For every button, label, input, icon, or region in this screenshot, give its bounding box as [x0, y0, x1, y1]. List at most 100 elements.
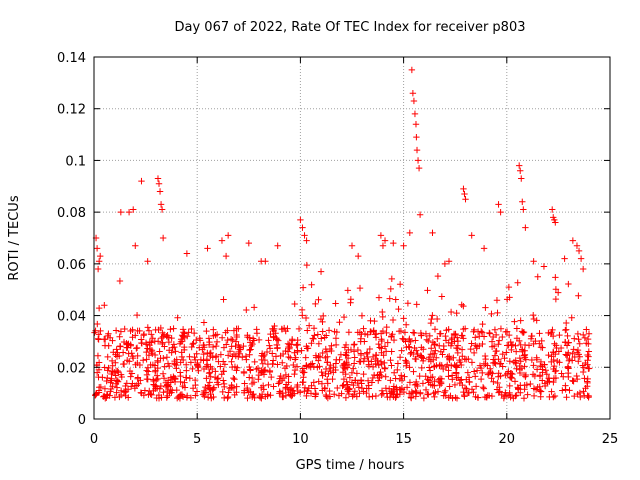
data-point — [263, 348, 271, 356]
data-point — [534, 383, 541, 391]
data-point — [517, 167, 524, 174]
data-point — [224, 327, 231, 334]
data-point — [291, 366, 299, 374]
data-point — [363, 350, 370, 358]
data-point — [502, 328, 509, 336]
data-point — [112, 359, 119, 366]
data-point — [250, 390, 257, 398]
data-point — [479, 384, 487, 391]
data-point — [301, 232, 308, 239]
data-point — [517, 389, 524, 397]
data-point — [207, 349, 215, 357]
data-point — [177, 372, 184, 380]
data-point — [324, 359, 331, 366]
data-point — [283, 362, 290, 370]
data-point — [568, 314, 575, 321]
data-point — [262, 393, 269, 400]
data-point — [431, 326, 439, 333]
data-point — [530, 311, 537, 319]
data-point — [411, 110, 419, 118]
data-point — [192, 392, 199, 399]
data-point — [381, 343, 389, 350]
data-point — [554, 289, 562, 296]
data-point — [168, 389, 175, 396]
data-point — [247, 346, 254, 353]
data-point — [273, 336, 281, 343]
data-point — [220, 380, 228, 388]
y-tick-label: 0.04 — [57, 310, 86, 325]
data-point — [365, 385, 373, 392]
data-point — [585, 348, 593, 355]
data-point — [392, 394, 399, 401]
data-point — [154, 338, 162, 345]
data-point — [203, 327, 210, 335]
data-point — [387, 285, 394, 293]
data-point — [414, 382, 421, 390]
data-point — [350, 381, 357, 389]
data-point — [94, 352, 102, 360]
data-point — [491, 359, 498, 366]
data-point — [348, 242, 356, 249]
data-point — [132, 242, 139, 249]
data-point — [324, 375, 331, 383]
data-point — [282, 371, 290, 379]
data-point — [439, 351, 446, 358]
data-point — [266, 368, 274, 376]
data-point — [390, 369, 398, 376]
data-point — [210, 326, 217, 333]
data-point — [182, 361, 190, 368]
data-point — [460, 185, 467, 193]
data-point — [124, 357, 131, 364]
data-point — [314, 331, 322, 338]
data-point — [458, 361, 465, 369]
y-tick-label: 0.14 — [57, 51, 86, 66]
data-point — [387, 357, 394, 364]
data-point — [215, 381, 222, 388]
data-point — [275, 337, 282, 344]
data-point — [294, 387, 302, 395]
data-point — [354, 346, 362, 354]
data-point — [104, 367, 111, 374]
data-point — [126, 367, 134, 375]
data-point — [520, 206, 527, 213]
data-point — [228, 343, 235, 350]
data-point — [275, 380, 282, 387]
data-point — [394, 360, 402, 367]
data-point — [404, 300, 412, 307]
data-point — [96, 384, 103, 391]
data-point — [434, 388, 442, 395]
data-point — [316, 363, 323, 370]
data-point — [372, 392, 380, 400]
data-point — [148, 339, 155, 346]
data-point — [426, 364, 433, 371]
data-point — [357, 358, 364, 365]
data-point — [445, 367, 452, 374]
data-point — [304, 345, 312, 352]
data-point — [159, 234, 167, 242]
data-point — [493, 296, 501, 304]
data-point — [340, 381, 347, 389]
data-point — [401, 329, 409, 336]
data-point — [266, 345, 274, 352]
data-point — [297, 216, 304, 224]
data-point — [295, 325, 303, 333]
data-point — [127, 327, 134, 335]
data-point — [211, 374, 219, 381]
x-tick-label: 15 — [395, 432, 412, 447]
data-point — [408, 394, 415, 402]
data-point — [260, 368, 267, 375]
data-point — [117, 371, 125, 378]
data-point — [520, 328, 528, 336]
data-point — [144, 258, 151, 265]
data-point — [452, 331, 459, 338]
data-point — [460, 335, 467, 342]
data-point — [477, 375, 485, 383]
data-point — [346, 374, 354, 381]
data-point — [278, 326, 286, 333]
data-point — [505, 331, 513, 339]
data-point — [570, 346, 577, 353]
data-point — [532, 337, 539, 345]
data-point — [395, 328, 403, 335]
data-point — [350, 341, 358, 349]
